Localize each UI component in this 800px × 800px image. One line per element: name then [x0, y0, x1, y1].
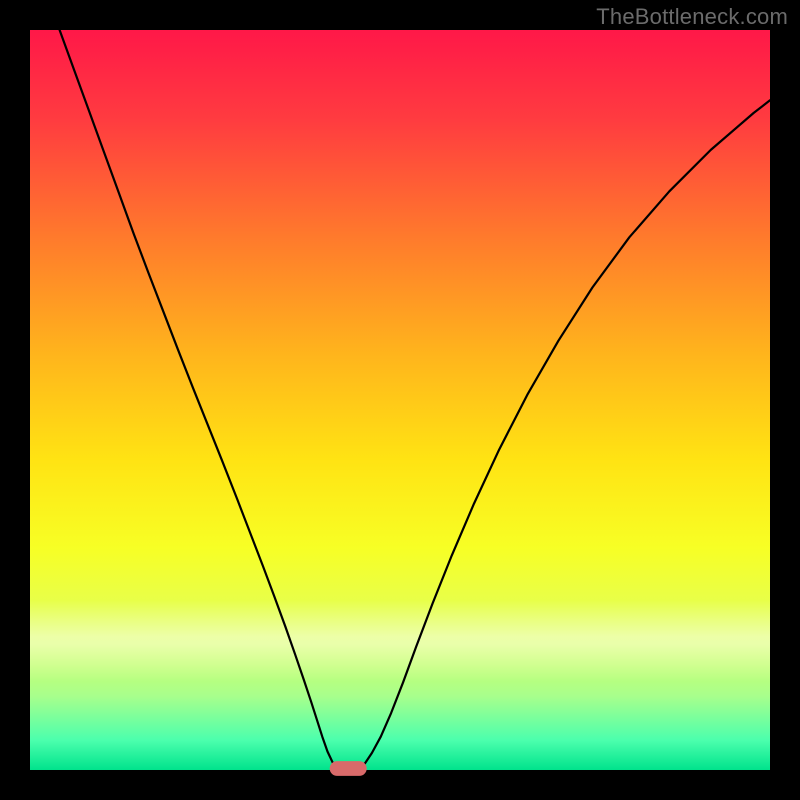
chart-pale-band — [30, 600, 770, 681]
watermark-text: TheBottleneck.com — [596, 4, 788, 30]
bottleneck-chart — [0, 0, 800, 800]
curve-minimum-marker — [330, 761, 367, 776]
